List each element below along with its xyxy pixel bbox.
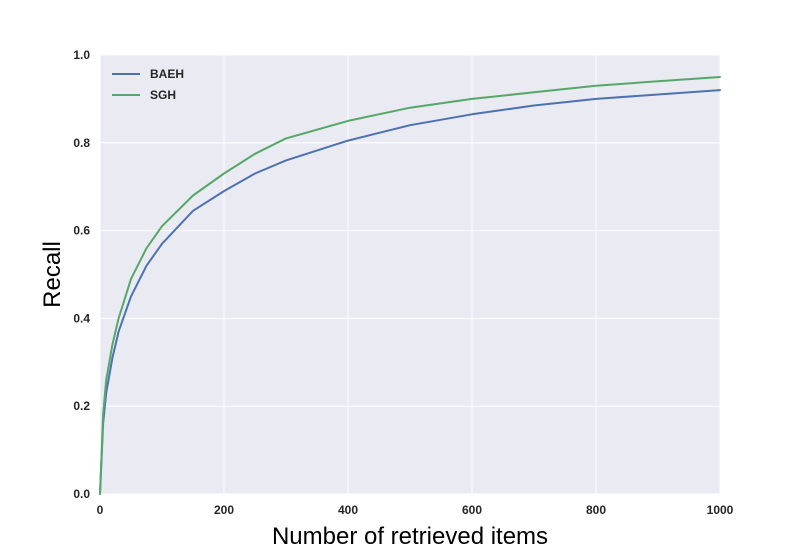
legend-label-sgh: SGH	[150, 88, 176, 102]
series-lines	[99, 76, 721, 495]
series-line-sgh	[99, 76, 721, 495]
plot-background	[100, 55, 720, 494]
legend-label-baeh: BAEH	[150, 67, 184, 81]
y-tick-label: 0.0	[73, 487, 90, 501]
y-tick-label: 0.4	[73, 311, 90, 325]
y-axis-title: Recall	[39, 241, 66, 308]
x-tick-label: 400	[338, 503, 358, 517]
x-axis-tick-labels: 0 200 400 600 800 1000	[97, 503, 734, 517]
legend: BAEH SGH	[112, 67, 184, 102]
grid-lines	[99, 54, 721, 495]
x-tick-label: 800	[586, 503, 606, 517]
x-tick-label: 200	[214, 503, 234, 517]
y-axis-tick-labels: 0.0 0.2 0.4 0.6 0.8 1.0	[73, 48, 90, 501]
x-tick-label: 600	[462, 503, 482, 517]
x-axis-title: Number of retrieved items	[272, 523, 548, 550]
series-line-baeh	[99, 89, 721, 495]
y-tick-label: 1.0	[73, 48, 90, 62]
y-tick-label: 0.2	[73, 399, 90, 413]
y-tick-label: 0.6	[73, 224, 90, 238]
x-tick-label: 0	[97, 503, 104, 517]
x-tick-label: 1000	[707, 503, 734, 517]
y-tick-label: 0.8	[73, 136, 90, 150]
